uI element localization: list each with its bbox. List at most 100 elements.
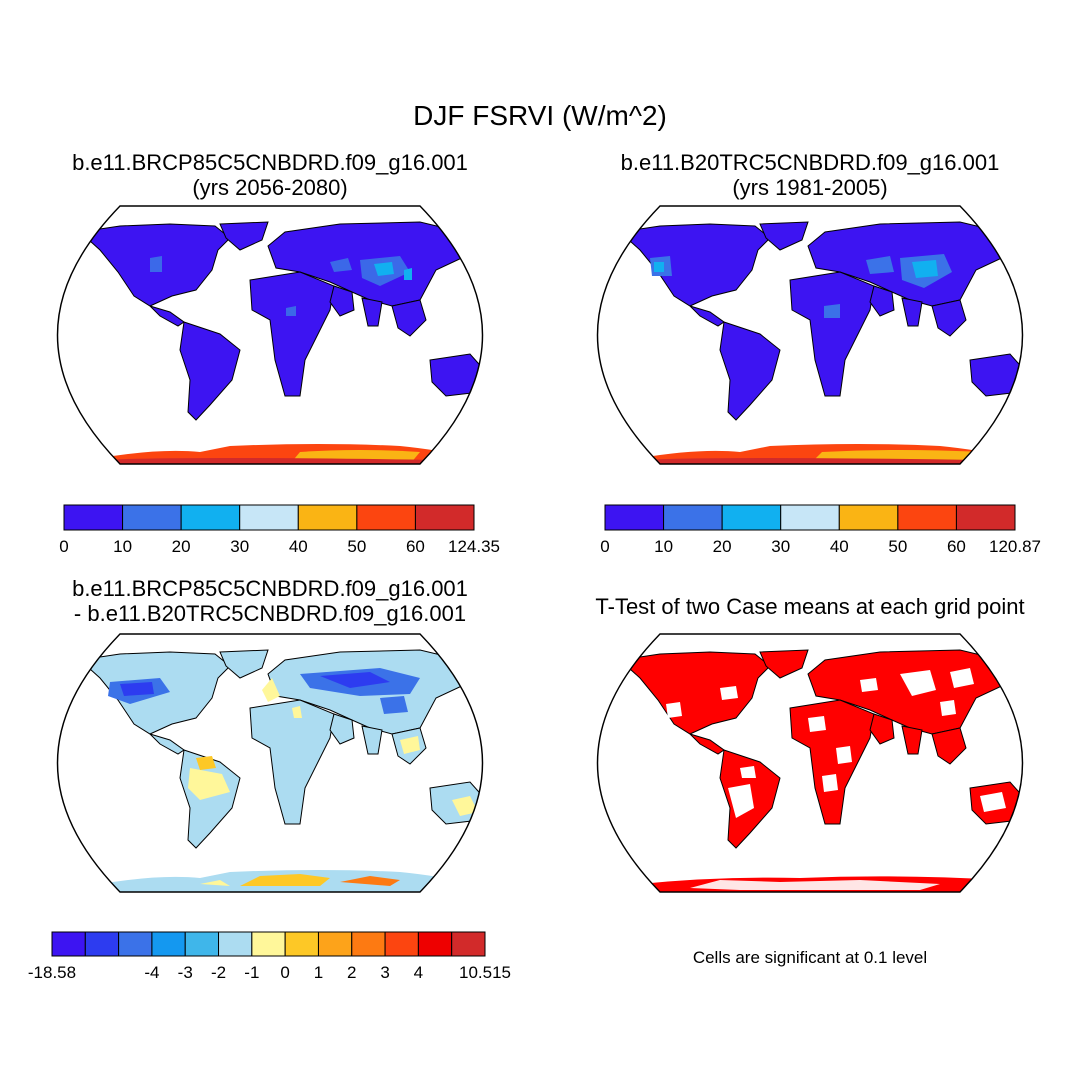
title-line-1: b.e11.BRCP85C5CNBDRD.f09_g16.001	[72, 150, 468, 175]
colorbar-swatch	[84, 931, 120, 957]
map-border	[56, 205, 484, 465]
central-america	[689, 733, 725, 755]
map-bottom-left	[56, 633, 484, 893]
colorbar-tick-label: 60	[947, 537, 966, 556]
central-america	[149, 305, 185, 327]
map-bottom-right	[596, 633, 1024, 893]
colorbar-tick-label: 40	[830, 537, 849, 556]
colorbar-tick-label: 50	[347, 537, 366, 556]
title-line-2: (yrs 1981-2005)	[732, 175, 888, 200]
colorbar-swatch	[118, 931, 153, 957]
arabia	[869, 285, 895, 317]
colorbar-swatch	[780, 504, 840, 531]
central-america	[149, 733, 185, 755]
colorbar-tick-label: 3	[380, 963, 389, 982]
colorbar-swatch	[297, 504, 358, 531]
significance-note: Cells are significant at 0.1 level	[692, 948, 928, 967]
colorbar-swatch	[721, 504, 782, 531]
title-line-1: b.e11.BRCP85C5CNBDRD.f09_g16.001	[72, 576, 468, 601]
colorbar-tick-label: 30	[771, 537, 790, 556]
colorbar-tick-label: 50	[888, 537, 907, 556]
colorbar-tick-label: -4	[144, 963, 159, 982]
colorbar-swatch	[63, 504, 124, 531]
colorbar-swatch	[955, 504, 1016, 531]
south-america	[179, 321, 241, 421]
india	[361, 725, 383, 755]
main-title: DJF FSRVI (W/m^2)	[413, 100, 667, 131]
non-significant-cells	[666, 668, 1006, 818]
colorbar-swatch	[122, 504, 182, 531]
map-top-left	[56, 205, 484, 465]
greenland	[759, 649, 809, 679]
title-line-1: b.e11.B20TRC5CNBDRD.f09_g16.001	[620, 150, 1000, 175]
colorbar-tick-label: -3	[178, 963, 193, 982]
africa	[789, 271, 875, 397]
colorbar-swatch	[284, 931, 319, 957]
colorbar-swatch	[184, 931, 220, 957]
colorbar-swatch	[414, 504, 475, 531]
colorbar-top-left: 0 10 20 30 40 50 60 124.35	[59, 504, 500, 556]
colorbar-swatch	[663, 504, 723, 531]
title-line-2: (yrs 2056-2080)	[192, 175, 348, 200]
colorbar-swatch	[384, 931, 419, 957]
continents	[618, 221, 1023, 421]
antarctica	[100, 444, 460, 464]
antarctica-significance	[640, 876, 1000, 892]
north-america	[618, 651, 771, 735]
colorbar-bottom-left: -18.58 -4 -3 -2 -1 0 1 2 3 4 10.515	[28, 931, 511, 982]
colorbar-tick-label: 20	[172, 537, 191, 556]
panel-title-top-right: b.e11.B20TRC5CNBDRD.f09_g16.001 (yrs 198…	[560, 150, 1060, 200]
greenland	[219, 649, 269, 679]
colorbar-swatch	[897, 504, 957, 531]
central-america	[689, 305, 725, 327]
colorbar-tick-label: 0	[59, 537, 68, 556]
arabia	[329, 713, 355, 745]
panel-title-bottom-left: b.e11.BRCP85C5CNBDRD.f09_g16.001 - b.e11…	[20, 576, 520, 626]
map-top-right	[596, 205, 1024, 465]
colorbar-swatch	[417, 931, 453, 957]
india	[361, 297, 383, 327]
colorbar-tick-label: 0	[600, 537, 609, 556]
india	[901, 725, 923, 755]
colorbar-tick-label: -18.58	[28, 963, 76, 982]
colorbar-tick-label: 10	[654, 537, 673, 556]
antarctica	[100, 870, 460, 892]
colorbar-tick-label: 60	[406, 537, 425, 556]
colorbar-tick-label: 4	[414, 963, 423, 982]
colorbar-swatch	[356, 504, 416, 531]
south-america	[719, 321, 781, 421]
colorbar-tick-label: -2	[211, 963, 226, 982]
colorbar-tick-label: -1	[244, 963, 259, 982]
colorbar-swatch	[838, 504, 899, 531]
colorbar-swatch	[317, 931, 353, 957]
colorbar-tick-label: 0	[280, 963, 289, 982]
greenland	[219, 221, 269, 251]
colorbar-tick-label: 124.35	[448, 537, 500, 556]
panel-title-bottom-right: T-Test of two Case means at each grid po…	[595, 594, 1025, 619]
map-border	[596, 205, 1024, 465]
colorbar-swatch	[451, 931, 486, 957]
colorbar-tick-label: 1	[314, 963, 323, 982]
arabia	[329, 285, 355, 317]
title-line-2: - b.e11.B20TRC5CNBDRD.f09_g16.001	[73, 601, 467, 626]
colorbar-tick-label: 10.515	[459, 963, 511, 982]
colorbar-tick-label: 10	[113, 537, 132, 556]
colorbar-swatch	[351, 931, 386, 957]
map-border	[596, 633, 1024, 893]
colorbar-swatch	[239, 504, 299, 531]
panel-title-top-left: b.e11.BRCP85C5CNBDRD.f09_g16.001 (yrs 20…	[20, 150, 520, 200]
southeast-asia	[931, 727, 967, 765]
colorbar-tick-label: 30	[230, 537, 249, 556]
southeast-asia	[931, 299, 967, 337]
colorbar-swatch	[251, 931, 286, 957]
arabia	[869, 713, 895, 745]
colorbar-tick-label: 40	[289, 537, 308, 556]
colorbar-tick-label: 2	[347, 963, 356, 982]
greenland	[759, 221, 809, 251]
colorbar-swatch	[51, 931, 86, 957]
southeast-asia	[391, 299, 427, 337]
colorbar-swatch	[151, 931, 186, 957]
snow-patches	[654, 260, 938, 278]
map-border	[56, 633, 484, 893]
colorbar-swatch	[180, 504, 241, 531]
